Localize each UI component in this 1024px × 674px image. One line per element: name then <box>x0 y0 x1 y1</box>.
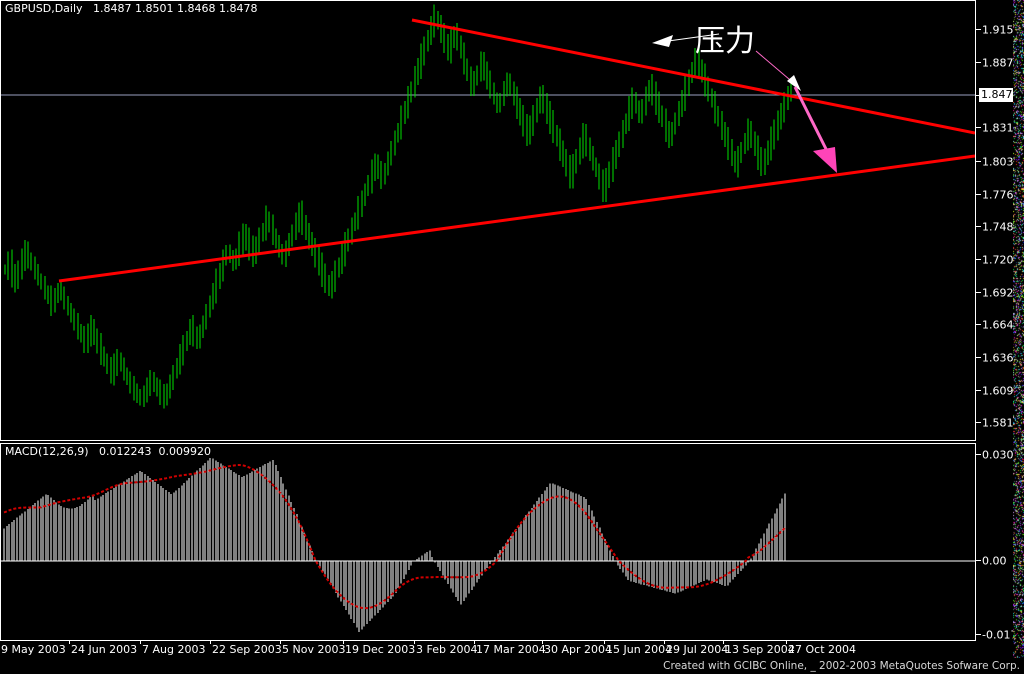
price-tick: 1.7480 <box>976 221 1021 233</box>
date-tick <box>723 641 724 644</box>
price-pane-header: GBPUSD,Daily 1.8487 1.8501 1.8468 1.8478 <box>5 2 258 15</box>
macd-tick: 0.03082 <box>976 449 1024 461</box>
price-tick: 1.5810 <box>976 417 1021 429</box>
date-label: 17 Mar 2004 <box>476 643 546 656</box>
date-label: 30 Apr 2004 <box>544 643 613 656</box>
price-chart-pane[interactable]: GBPUSD,Daily 1.8487 1.8501 1.8468 1.8478 <box>0 0 976 441</box>
date-tick <box>542 641 543 644</box>
date-label: 7 Aug 2003 <box>142 643 206 656</box>
date-tick <box>474 641 475 644</box>
price-tick: 1.8035 <box>976 156 1021 168</box>
footer-credit-text: Created with GCIBC Online, _ 2002-2003 M… <box>663 660 1020 672</box>
date-label: 27 Oct 2004 <box>788 643 857 656</box>
date-tick <box>210 641 211 644</box>
date-tick <box>69 641 70 644</box>
macd-tick: -0.01779 <box>976 629 1024 641</box>
date-label: 29 Jul 2004 <box>666 643 729 656</box>
date-tick <box>786 641 787 644</box>
footer-bar: Created with GCIBC Online, _ 2002-2003 M… <box>0 659 1024 674</box>
price-chart-svg <box>1 4 975 409</box>
price-tick: 1.7200 <box>976 254 1021 266</box>
edge-artifact-strip <box>1013 0 1024 658</box>
date-label: 5 Nov 2003 <box>282 643 346 656</box>
break-pointer-arrow <box>755 50 801 91</box>
macd-pane[interactable]: MACD(12,26,9) 0.012243 0.009920 <box>0 443 976 641</box>
price-tick: 1.6925 <box>976 287 1021 299</box>
date-label: 19 Dec 2003 <box>345 643 416 656</box>
resistance-trendline <box>411 18 975 135</box>
resistance-pointer-arrow <box>652 33 720 47</box>
date-label: 13 Sep 2004 <box>725 643 795 656</box>
date-tick <box>140 641 141 644</box>
date-tick <box>414 641 415 644</box>
macd-chart-svg <box>1 458 975 632</box>
price-tick: 1.8315 <box>976 122 1021 134</box>
price-tick: 1.6090 <box>976 385 1021 397</box>
date-label: 9 May 2003 <box>1 643 66 656</box>
date-tick <box>280 641 281 644</box>
price-tick: 1.8870 <box>976 57 1021 69</box>
date-tick <box>604 641 605 644</box>
resistance-annotation-text: 压力 <box>695 24 755 59</box>
date-label: 22 Sep 2003 <box>212 643 282 656</box>
ohlc-bars <box>4 4 792 409</box>
current-price-marker: 1.8478 <box>979 88 1022 102</box>
decline-arrow <box>793 86 837 173</box>
macd-histogram <box>3 458 786 632</box>
price-tick: 1.6365 <box>976 352 1021 364</box>
date-label: 3 Feb 2004 <box>416 643 478 656</box>
date-tick <box>343 641 344 644</box>
macd-canvas[interactable]: MACD(12,26,9) 0.012243 0.009920 <box>1 444 975 640</box>
support-trendline <box>58 154 975 283</box>
price-tick: 1.7760 <box>976 189 1021 201</box>
macd-pane-header: MACD(12,26,9) 0.012243 0.009920 <box>5 445 211 458</box>
date-tick <box>664 641 665 644</box>
date-label: 24 Jun 2003 <box>71 643 138 656</box>
date-label: 15 Jun 2004 <box>606 643 673 656</box>
macd-signal-line <box>3 463 786 610</box>
price-chart-canvas[interactable]: GBPUSD,Daily 1.8487 1.8501 1.8468 1.8478 <box>1 1 975 440</box>
price-tick: 1.9150 <box>976 24 1021 36</box>
date-axis[interactable]: 9 May 2003 24 Jun 2003 7 Aug 2003 22 Sep 20… <box>0 641 976 659</box>
macd-tick: 0.00 <box>976 555 1007 567</box>
price-tick: 1.6645 <box>976 319 1021 331</box>
